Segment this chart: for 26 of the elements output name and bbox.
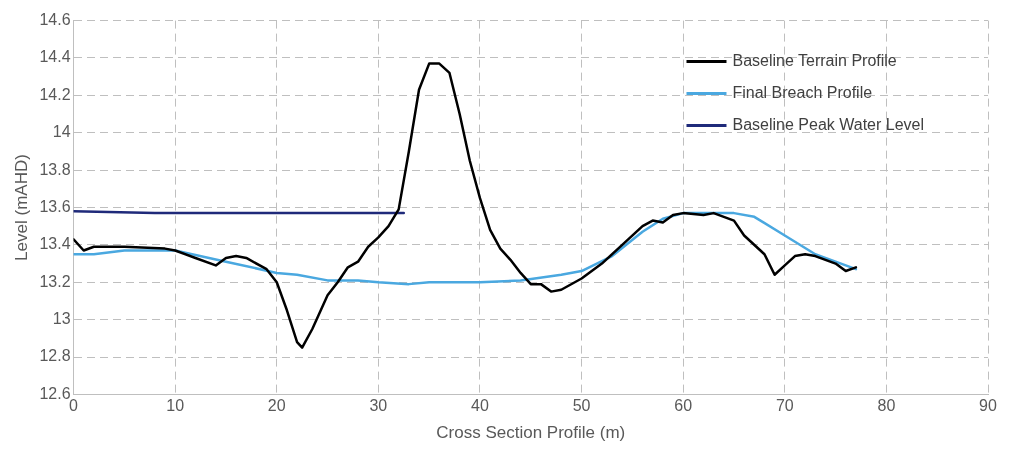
x-tick-label: 0: [69, 397, 79, 415]
x-tick-label: 40: [471, 397, 489, 415]
y-tick-label: 13: [52, 310, 71, 328]
x-tick-label: 80: [877, 397, 896, 415]
y-tick-label: 13.6: [39, 197, 71, 215]
y-tick-label: 14.4: [39, 48, 71, 66]
y-tick-label: 14.2: [39, 85, 71, 103]
legend-label: Final Breach Profile: [732, 84, 873, 102]
x-tick-label: 60: [674, 397, 693, 415]
y-tick-label: 14: [52, 123, 71, 141]
y-tick-label: 12.8: [39, 347, 71, 365]
y-tick-label: 13.4: [39, 235, 71, 253]
x-tick-label: 20: [267, 397, 286, 415]
y-tick-label: 13.2: [39, 272, 71, 290]
x-axis-title: Cross Section Profile (m): [436, 423, 626, 443]
y-tick-label: 12.6: [39, 384, 71, 402]
x-tick-label: 70: [775, 397, 794, 415]
y-axis-title: Level (mAHD): [11, 154, 31, 261]
y-tick-label: 14.6: [39, 11, 71, 29]
x-tick-label: 30: [369, 397, 388, 415]
legend-label: Baseline Peak Water Level: [732, 116, 925, 134]
x-tick-label: 50: [572, 397, 591, 415]
x-tick-label: 10: [166, 397, 185, 415]
x-tick-label: 90: [979, 397, 997, 415]
legend-label: Baseline Terrain Profile: [732, 52, 897, 70]
y-tick-label: 13.8: [39, 160, 71, 178]
